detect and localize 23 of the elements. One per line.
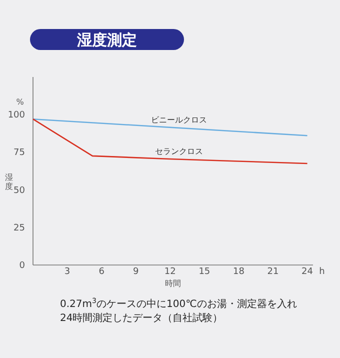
y-tick-label: 25 (14, 223, 25, 234)
text: h (319, 267, 325, 277)
x-tick-label: 3 (64, 267, 70, 277)
y-axis-title: 湿度 (5, 173, 13, 191)
text: 0.27m$^{3}$のケースの中に100℃のお湯・測定器を入れ (60, 297, 297, 310)
line-series (32, 118, 308, 164)
chart-title: 湿度測定 (76, 31, 137, 49)
y-tick-label: 0 (19, 261, 26, 271)
x-tick-label: 9 (132, 267, 139, 277)
x-tick-label: 15 (198, 267, 210, 277)
series-label: ビニールクロス (151, 116, 207, 125)
x-tick-label: 21 (267, 267, 279, 277)
x-tick-label: 6 (98, 267, 105, 277)
y-tick-label: 100 (8, 110, 26, 121)
text: % (16, 98, 24, 107)
series-label: セランクロス (155, 147, 203, 156)
y-tick-label: 75 (14, 148, 25, 158)
x-tick-label: 12 (164, 267, 176, 277)
x-tick-label: 18 (232, 267, 245, 277)
x-tick-label: 24 (302, 267, 314, 277)
y-tick-label: 50 (14, 186, 26, 196)
x-axis-title: 時間 (165, 279, 181, 288)
text: 24時間測定したデータ（自社試験） (60, 312, 223, 324)
